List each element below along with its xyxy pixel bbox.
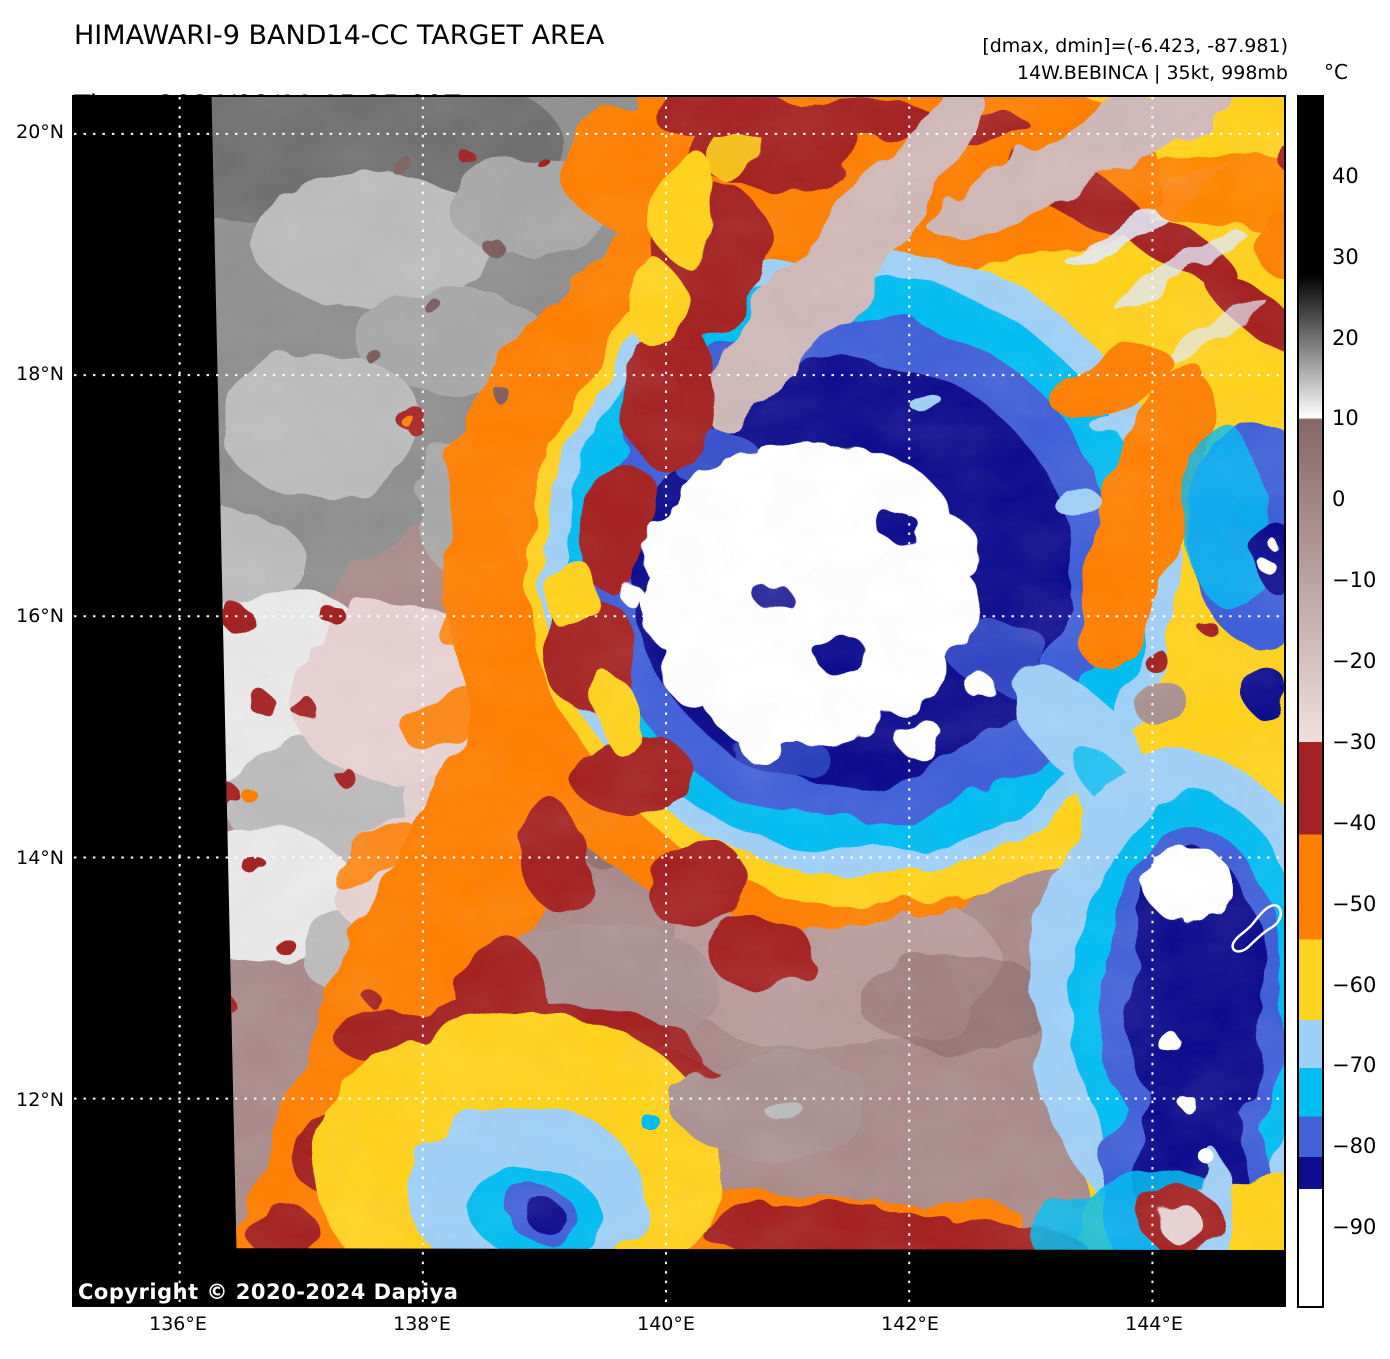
colorbar-tick-label: 40 <box>1332 163 1359 188</box>
colorbar-tick-label: −40 <box>1332 810 1377 835</box>
copyright-text: Copyright © 2020-2024 Dapiya <box>78 1280 459 1304</box>
map-plot-area <box>72 95 1286 1307</box>
cloud-blob <box>211 97 1284 1251</box>
colorbar-tick-label: −50 <box>1332 891 1377 916</box>
lat-tick-label: 16°N <box>16 605 64 627</box>
colorbar-tick-label: 30 <box>1332 244 1359 269</box>
colorbar-tick-label: −60 <box>1332 972 1377 997</box>
colorbar-tick-label: −80 <box>1332 1134 1377 1159</box>
colorbar-tick-label: 20 <box>1332 325 1359 350</box>
satellite-image <box>74 97 1284 1305</box>
colorbar-tick-label: −90 <box>1332 1215 1377 1240</box>
colorbar-tick-label: −20 <box>1332 649 1377 674</box>
storm-info: 14W.BEBINCA | 35kt, 998mb <box>1016 62 1288 84</box>
colorbar-tick-label: −70 <box>1332 1053 1377 1078</box>
colorbar-tick-label: −10 <box>1332 568 1377 593</box>
annotation-block: [dmax, dmin]=(-6.423, -87.981) 14W.BEBIN… <box>982 33 1288 87</box>
lon-tick-label: 142°E <box>881 1313 939 1335</box>
colorbar-tick-label: 0 <box>1332 487 1346 512</box>
dmax-dmin-readout: [dmax, dmin]=(-6.423, -87.981) <box>982 35 1288 57</box>
lon-tick-label: 138°E <box>393 1313 451 1335</box>
page-title: HIMAWARI-9 BAND14-CC TARGET AREA <box>74 20 605 51</box>
lon-tick-label: 140°E <box>637 1313 695 1335</box>
lon-tick-label: 144°E <box>1125 1313 1183 1335</box>
cloud-blob <box>211 97 1284 1251</box>
lat-tick-label: 18°N <box>16 363 64 385</box>
lat-tick-label: 20°N <box>16 121 64 143</box>
lat-tick-label: 12°N <box>16 1089 64 1111</box>
grid-overlay <box>74 97 1284 1305</box>
lat-tick-label: 14°N <box>16 847 64 869</box>
colorbar-unit: °C <box>1324 60 1348 84</box>
colorbar-tick-label: −30 <box>1332 729 1377 754</box>
lon-tick-label: 136°E <box>149 1313 207 1335</box>
guam-coastline <box>1231 904 1283 953</box>
colorbar-tick-label: 10 <box>1332 406 1359 431</box>
colorbar-gradient <box>1297 95 1324 1308</box>
